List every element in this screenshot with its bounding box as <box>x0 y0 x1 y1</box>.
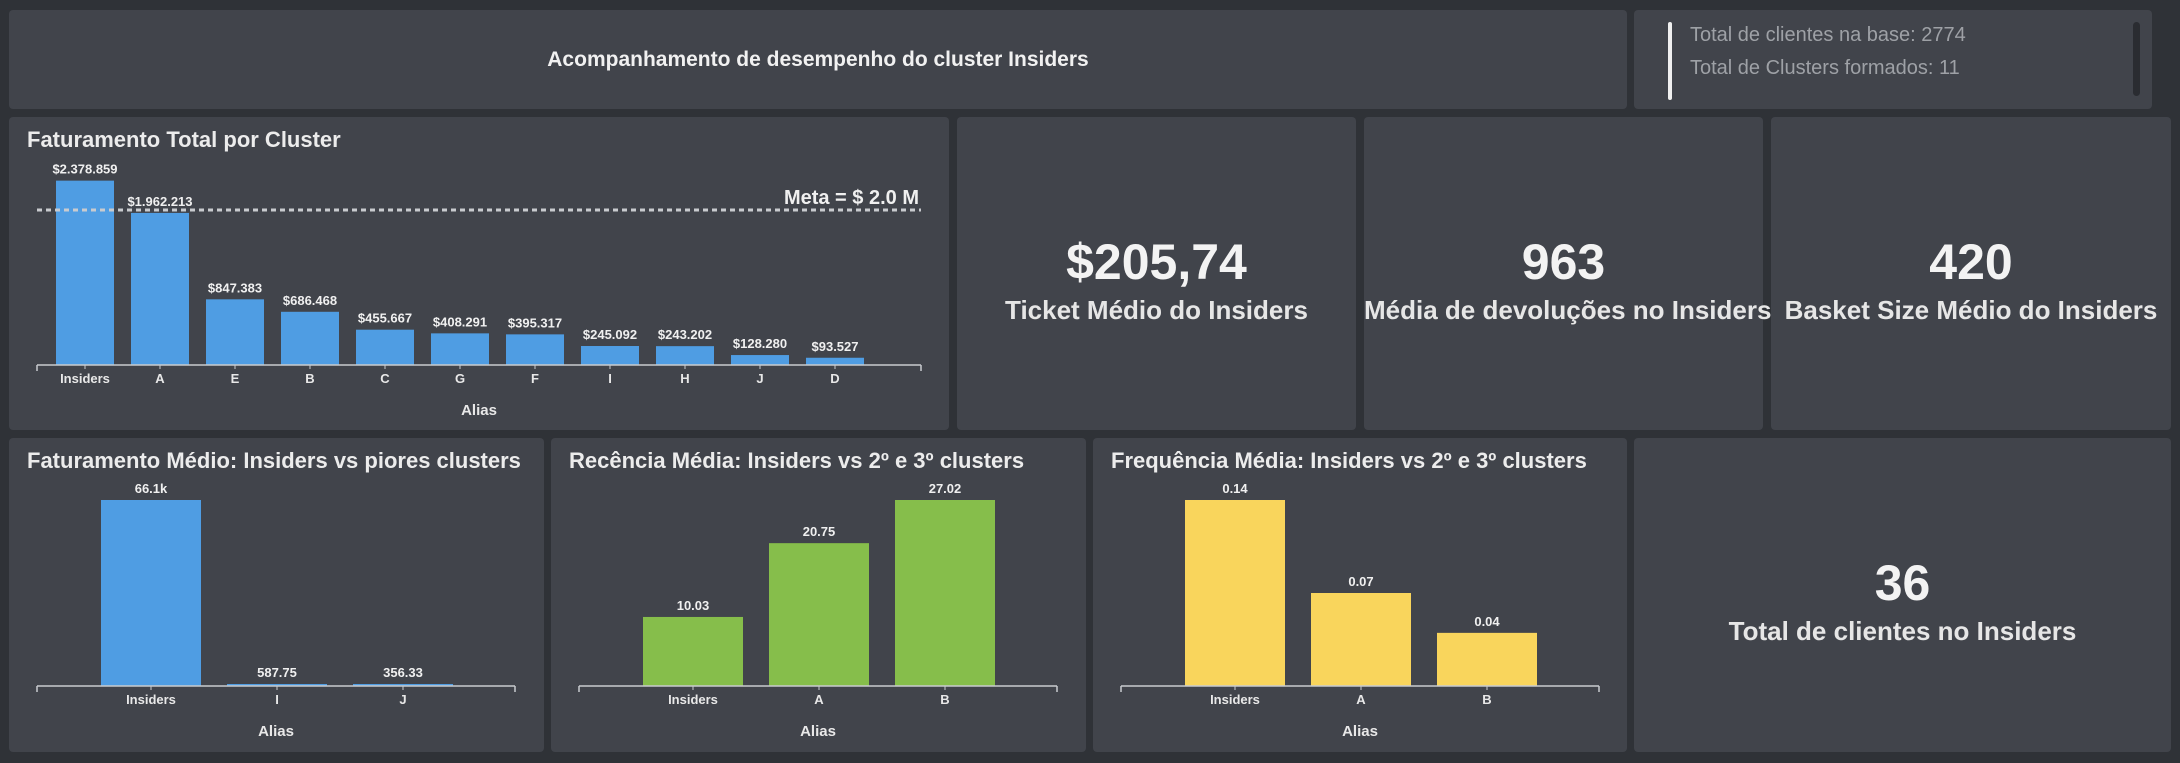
x-axis-label: Alias <box>800 723 836 740</box>
kpi-clientes-value: 36 <box>1874 555 1931 611</box>
chart-title: Recência Média: Insiders vs 2º e 3º clus… <box>569 448 1025 473</box>
bar-Insiders <box>1185 500 1285 686</box>
bar-A <box>769 543 869 686</box>
info-scrollbar[interactable] <box>2133 22 2140 96</box>
data-label: 0.07 <box>1348 574 1373 589</box>
data-label: $408.291 <box>433 314 487 329</box>
tick-label: D <box>830 371 839 386</box>
tick-label: Insiders <box>668 692 718 707</box>
data-label: $686.468 <box>283 293 337 308</box>
bar-B <box>1437 632 1537 686</box>
bar-I <box>581 346 639 365</box>
tick-label: I <box>275 692 279 707</box>
bar-Insiders <box>643 616 743 686</box>
tick-label: F <box>531 371 539 386</box>
chart-title: Faturamento Total por Cluster <box>27 127 341 152</box>
chart-faturamento-total: $2.378.859 Insiders $1.962.213 A $847.383 E $6… <box>36 162 922 419</box>
data-label: 10.03 <box>677 598 710 613</box>
data-label: $1.962.213 <box>127 194 192 209</box>
chart-card-frequencia-media: Frequência Média: Insiders vs 2º e 3º cl… <box>1093 438 1627 752</box>
kpi-ticket-label: Ticket Médio do Insiders <box>1005 295 1308 325</box>
chart-card-recencia-media: Recência Média: Insiders vs 2º e 3º clus… <box>551 438 1086 752</box>
tick-label: J <box>756 371 763 386</box>
total-clients-text: Total de clientes na base: 2774 <box>1690 24 1966 46</box>
kpi-devolucoes-value: 963 <box>1521 234 1606 290</box>
bar-D <box>806 357 864 365</box>
data-label: $2.378.859 <box>52 162 117 177</box>
info-accent-bar <box>1668 22 1672 100</box>
data-label: $93.527 <box>812 339 859 354</box>
bar-A <box>1311 593 1411 686</box>
bar-E <box>206 299 264 365</box>
x-axis-label: Alias <box>258 723 294 740</box>
data-label: $455.667 <box>358 311 412 326</box>
chart-title: Frequência Média: Insiders vs 2º e 3º cl… <box>1111 448 1587 473</box>
data-label: $847.383 <box>208 280 262 295</box>
data-label: $395.317 <box>508 315 562 330</box>
tick-label: A <box>1356 692 1366 707</box>
bar-I <box>227 684 327 686</box>
tick-label: B <box>1482 692 1491 707</box>
tick-label: G <box>455 371 465 386</box>
tick-label: A <box>155 371 165 386</box>
tick-label: H <box>680 371 689 386</box>
bar-A <box>131 212 189 365</box>
bar-H <box>656 346 714 365</box>
data-label: 0.14 <box>1222 481 1248 496</box>
tick-label: A <box>814 692 824 707</box>
tick-label: Insiders <box>60 371 110 386</box>
chart-frequencia-media: 0.14 Insiders 0.07 A 0.04 B Alias <box>1120 481 1600 740</box>
data-label: 0.04 <box>1474 614 1500 629</box>
bar-F <box>506 334 564 365</box>
info-card[interactable]: Total de clientes na base: 2774 Total de… <box>1634 10 2152 109</box>
chart-recencia-media: 10.03 Insiders 20.75 A 27.02 B Alias <box>578 481 1058 740</box>
data-label: $245.092 <box>583 327 637 342</box>
data-label: 356.33 <box>383 665 423 680</box>
tick-label: I <box>608 371 612 386</box>
bar-Insiders <box>56 180 114 365</box>
x-axis-label: Alias <box>1342 723 1378 740</box>
kpi-card-devolucoes: 963 Média de devoluções no Insiders <box>1364 117 1772 430</box>
kpi-basket-label: Basket Size Médio do Insiders <box>1784 295 2158 325</box>
bar-C <box>356 329 414 365</box>
bar-J <box>731 355 789 365</box>
tick-label: E <box>231 371 240 386</box>
data-label: 27.02 <box>929 481 962 496</box>
bar-B <box>895 500 995 686</box>
meta-label: Meta = $ 2.0 M <box>784 187 919 209</box>
total-clusters-text: Total de Clusters formados: 11 <box>1690 57 1960 79</box>
kpi-card-clientes: 36 Total de clientes no Insiders <box>1634 438 2171 752</box>
chart-card-faturamento-total: Faturamento Total por Cluster $2.378.859… <box>9 117 949 430</box>
tick-label: B <box>940 692 949 707</box>
tick-label: C <box>380 371 390 386</box>
chart-title: Faturamento Médio: Insiders vs piores cl… <box>27 448 521 473</box>
chart-card-faturamento-medio: Faturamento Médio: Insiders vs piores cl… <box>9 438 544 752</box>
bar-Insiders <box>101 500 201 686</box>
kpi-card-ticket: $205,74 Ticket Médio do Insiders <box>957 117 1356 430</box>
data-label: $128.280 <box>733 336 787 351</box>
chart-faturamento-medio: 66.1k Insiders 587.75 I 356.33 J Alias <box>36 481 516 740</box>
bar-J <box>353 684 453 686</box>
kpi-ticket-value: $205,74 <box>1066 234 1247 290</box>
data-label: $243.202 <box>658 327 712 342</box>
header-card: Acompanhamento de desempenho do cluster … <box>9 10 1627 109</box>
kpi-basket-value: 420 <box>1929 234 2013 290</box>
kpi-devolucoes-label: Média de devoluções no Insiders <box>1364 295 1772 325</box>
dashboard-title: Acompanhamento de desempenho do cluster … <box>547 47 1089 71</box>
kpi-clientes-label: Total de clientes no Insiders <box>1728 616 2077 646</box>
bar-B <box>281 311 339 365</box>
kpi-card-basket: 420 Basket Size Médio do Insiders <box>1771 117 2171 430</box>
bar-G <box>431 333 489 365</box>
data-label: 20.75 <box>803 524 836 539</box>
x-axis-label: Alias <box>461 402 497 419</box>
tick-label: Insiders <box>126 692 176 707</box>
tick-label: J <box>399 692 406 707</box>
data-label: 587.75 <box>257 665 297 680</box>
tick-label: B <box>305 371 314 386</box>
tick-label: Insiders <box>1210 692 1260 707</box>
data-label: 66.1k <box>135 481 168 496</box>
